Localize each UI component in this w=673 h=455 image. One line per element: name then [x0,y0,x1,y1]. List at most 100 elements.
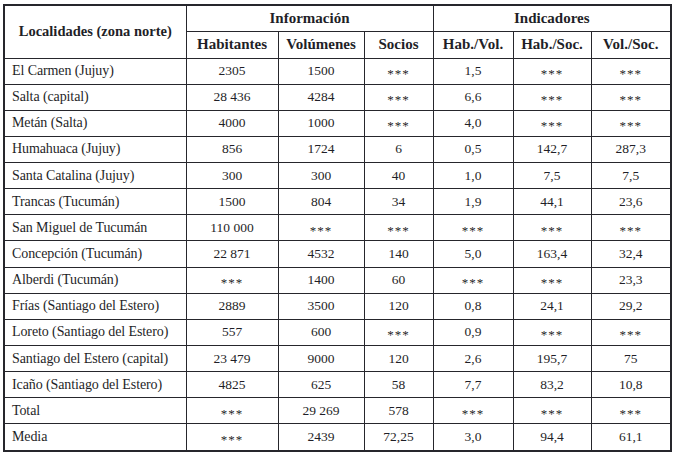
cell-value: 120 [388,351,408,366]
value-cell: *** [433,215,513,241]
value-cell: 287,3 [591,136,671,162]
cell-value: *** [620,118,643,134]
cell-value: 625 [311,377,331,392]
value-cell: 6 [364,136,433,162]
value-cell: 5,0 [433,241,513,267]
value-cell: 0,5 [433,136,513,162]
cell-value: 0,8 [465,298,482,313]
value-cell: 0,9 [433,319,513,345]
cell-value: 32,4 [619,246,643,261]
value-cell: 34 [364,189,433,215]
value-cell: 600 [278,319,364,345]
value-cell: 10,8 [591,372,671,398]
value-cell: 7,5 [591,163,671,189]
table-row: El Carmen (Jujuy)23051500***1,5****** [4,58,671,84]
cell-value: 0,9 [465,324,482,339]
value-cell: 4532 [278,241,364,267]
cell-value: 44,1 [540,194,564,209]
value-cell: 3500 [278,293,364,319]
cell-value: *** [221,275,244,291]
value-cell: 2439 [278,424,364,451]
locality-cell: Santiago del Estero (capital) [4,346,186,372]
value-cell: 163,4 [513,241,591,267]
data-table: Localidades (zona norte) Información Ind… [3,4,672,452]
cell-value: *** [387,222,410,238]
cell-value: *** [462,275,485,291]
cell-value: *** [541,222,564,238]
value-cell: *** [513,267,591,293]
column-group-indicadores: Indicadores [433,5,671,31]
value-cell: 29,2 [591,293,671,319]
value-cell: *** [591,110,671,136]
cell-value: 1000 [308,115,335,130]
value-cell: 28 436 [186,84,278,110]
cell-value: 110 000 [210,220,253,235]
locality-cell: Icaño (Santiago del Estero) [4,372,186,398]
cell-value: *** [620,222,643,238]
header-group-row: Localidades (zona norte) Información Ind… [4,5,671,31]
value-cell: *** [364,215,433,241]
value-cell: *** [513,58,591,84]
locality-cell: Frías (Santiago del Estero) [4,293,186,319]
value-cell: *** [364,84,433,110]
table-row: Total***29 269578********* [4,398,671,424]
cell-value: 4,0 [465,115,482,130]
cell-value: 1500 [219,194,246,209]
value-cell: 120 [364,293,433,319]
cell-value: *** [462,405,485,421]
table-row: Media***243972,253,094,461,1 [4,424,671,451]
cell-value: 1724 [308,141,335,156]
value-cell: 142,7 [513,136,591,162]
value-cell: 1000 [278,110,364,136]
locality-cell: Salta (capital) [4,84,186,110]
cell-value: *** [387,118,410,134]
cell-value: 2889 [219,298,246,313]
table-row: Alberdi (Tucumán)***140060******23,3 [4,267,671,293]
value-cell: 300 [186,163,278,189]
cell-value: 7,5 [622,168,639,183]
column-group-informacion: Información [186,5,433,31]
value-cell: 1400 [278,267,364,293]
value-cell: *** [433,267,513,293]
value-cell: 2,6 [433,346,513,372]
value-cell: 44,1 [513,189,591,215]
value-cell: 804 [278,189,364,215]
value-cell: 60 [364,267,433,293]
table-row: Icaño (Santiago del Estero)4825625587,78… [4,372,671,398]
cell-value: *** [541,118,564,134]
cell-value: 557 [222,324,242,339]
cell-value: 195,7 [537,351,567,366]
value-cell: 1500 [278,58,364,84]
cell-value: 4000 [219,115,246,130]
value-cell: 24,1 [513,293,591,319]
locality-cell: Concepción (Tucumán) [4,241,186,267]
cell-value: 28 436 [213,89,250,104]
table-body: El Carmen (Jujuy)23051500***1,5******Sal… [4,58,671,451]
value-cell: 9000 [278,346,364,372]
locality-cell: Metán (Salta) [4,110,186,136]
value-cell: 1,0 [433,163,513,189]
value-cell: 23,6 [591,189,671,215]
cell-value: 3,0 [465,429,482,444]
cell-value: 287,3 [616,141,646,156]
cell-value: 163,4 [537,246,567,261]
cell-value: 6,6 [465,89,482,104]
cell-value: 58 [392,377,406,392]
cell-value: 94,4 [540,429,564,444]
value-cell: 61,1 [591,424,671,451]
cell-value: 60 [392,272,406,287]
column-header-localidades: Localidades (zona norte) [4,5,186,58]
cell-value: 72,25 [383,429,413,444]
cell-value: 7,5 [544,168,561,183]
value-cell: 2305 [186,58,278,84]
cell-value: 40 [392,168,406,183]
value-cell: *** [591,215,671,241]
cell-value: 1,9 [465,194,482,209]
value-cell: *** [513,319,591,345]
cell-value: 600 [311,324,331,339]
value-cell: 7,5 [513,163,591,189]
value-cell: 578 [364,398,433,424]
locality-cell: El Carmen (Jujuy) [4,58,186,84]
column-header-hab-soc: Hab./Soc. [513,31,591,58]
table-row: Metán (Salta) 4000 1000 *** 4,0 *** *** [4,110,671,136]
